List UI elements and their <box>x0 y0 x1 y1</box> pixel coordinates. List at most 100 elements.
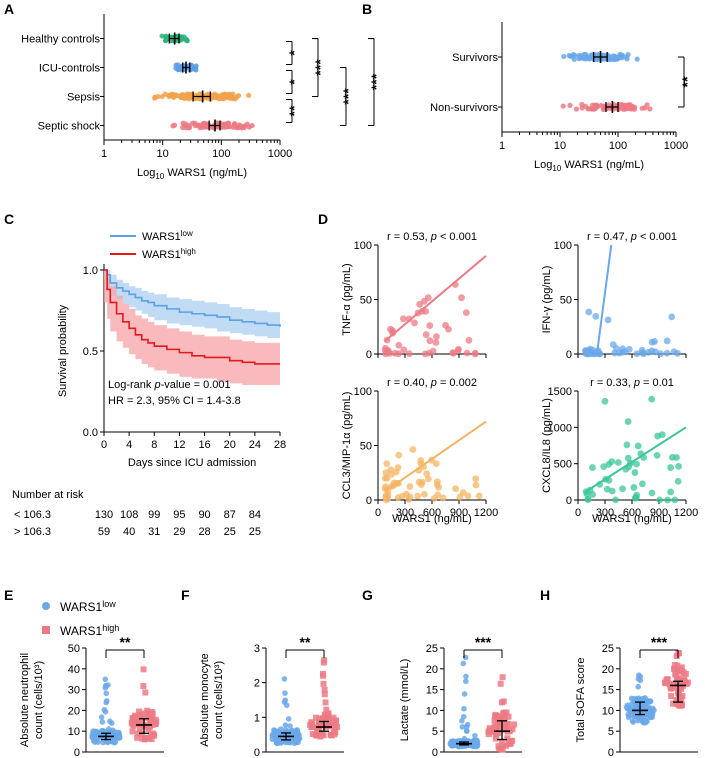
y-axis-label: Survival probability <box>57 304 69 397</box>
data-point <box>433 333 440 341</box>
data-point <box>100 728 107 734</box>
data-point <box>576 52 582 59</box>
data-point <box>647 714 654 720</box>
data-point <box>439 494 447 502</box>
data-point <box>637 673 644 680</box>
y-tick-label: 50 <box>360 441 372 453</box>
data-point <box>324 716 331 723</box>
y-tick-label: 50 <box>560 295 572 307</box>
correlation-label: r = 0.53, p < 0.001 <box>387 231 477 243</box>
data-point <box>177 93 183 99</box>
legend-label-high: WARS1high <box>142 247 196 261</box>
data-point <box>648 395 656 403</box>
data-point <box>472 481 480 489</box>
data-point <box>400 346 408 354</box>
sig-label: *** <box>368 73 384 90</box>
data-point <box>295 731 301 737</box>
data-point <box>604 316 612 324</box>
data-point <box>246 92 252 98</box>
data-point <box>129 728 136 735</box>
y-tick-label: 10 <box>426 705 438 717</box>
data-point <box>583 350 591 358</box>
data-point <box>495 730 502 737</box>
data-point <box>140 710 147 717</box>
data-point <box>499 674 506 681</box>
data-point <box>639 349 646 357</box>
data-point <box>600 463 608 471</box>
data-point <box>383 474 391 482</box>
panel-label-D: D <box>318 211 328 227</box>
x-tick-label: 1200 <box>474 507 498 519</box>
data-point <box>582 51 589 58</box>
y-tick-label: 25 <box>602 643 614 655</box>
y-tick-label: 40 <box>68 664 80 676</box>
data-point <box>592 312 600 320</box>
y-tick-label: 500 <box>554 459 572 471</box>
data-point <box>631 469 639 476</box>
x-tick-label: 16 <box>198 439 210 451</box>
data-point <box>129 721 136 728</box>
data-point <box>326 719 333 726</box>
data-point <box>391 349 399 357</box>
data-point <box>676 666 683 673</box>
data-point <box>144 707 151 714</box>
y-tick-label: 50 <box>68 643 80 655</box>
risk-value: 28 <box>198 526 210 538</box>
sig-label: ** <box>300 634 311 650</box>
data-point <box>278 734 284 741</box>
data-point <box>585 308 593 316</box>
data-point <box>322 699 329 706</box>
data-point <box>129 714 136 721</box>
y-axis-label: CCL3/MIP-1α (pg/mL) <box>341 392 353 500</box>
data-point <box>383 460 391 468</box>
y-tick-label: 10 <box>68 726 80 738</box>
data-point <box>392 468 400 476</box>
data-point <box>500 724 507 731</box>
sig-label: *** <box>475 634 492 650</box>
y-tick-label: 0 <box>74 747 80 758</box>
data-point <box>582 103 589 109</box>
data-point <box>511 721 518 728</box>
data-point <box>485 731 492 738</box>
data-point <box>491 724 498 731</box>
data-point <box>409 446 417 453</box>
y-tick-label: 20 <box>602 664 614 676</box>
data-point <box>330 714 337 721</box>
y-tick-label: 25 <box>426 643 438 655</box>
data-point <box>332 722 339 729</box>
data-point <box>274 729 281 736</box>
data-point <box>420 297 428 305</box>
data-point <box>452 485 460 493</box>
data-point <box>619 485 626 493</box>
data-point <box>95 739 101 745</box>
data-point <box>647 707 654 714</box>
data-point <box>173 62 179 68</box>
x-tick-label: 0 <box>575 507 581 519</box>
data-point <box>586 105 592 112</box>
y-tick-label: 2 <box>254 678 260 690</box>
risk-row-label: > 106.3 <box>14 526 51 538</box>
data-point <box>501 711 508 718</box>
data-point <box>332 729 339 736</box>
data-point <box>325 723 332 730</box>
data-point <box>628 695 635 702</box>
data-point <box>589 464 596 471</box>
legend-marker-high <box>42 626 50 634</box>
data-point <box>592 103 599 109</box>
data-point <box>681 679 688 686</box>
data-point <box>145 725 152 732</box>
risk-value: 25 <box>249 526 261 538</box>
data-point <box>100 739 106 746</box>
data-point <box>611 349 619 357</box>
data-point <box>637 677 644 684</box>
data-point <box>620 105 626 111</box>
y-tick-label: 3 <box>254 643 260 655</box>
data-point <box>430 494 438 502</box>
data-point <box>664 496 671 504</box>
data-point <box>463 678 469 685</box>
y-tick-label: 0 <box>366 495 372 507</box>
risk-value: 40 <box>123 526 135 538</box>
risk-value: 84 <box>249 509 261 521</box>
data-point <box>144 711 151 718</box>
data-point <box>497 680 504 687</box>
